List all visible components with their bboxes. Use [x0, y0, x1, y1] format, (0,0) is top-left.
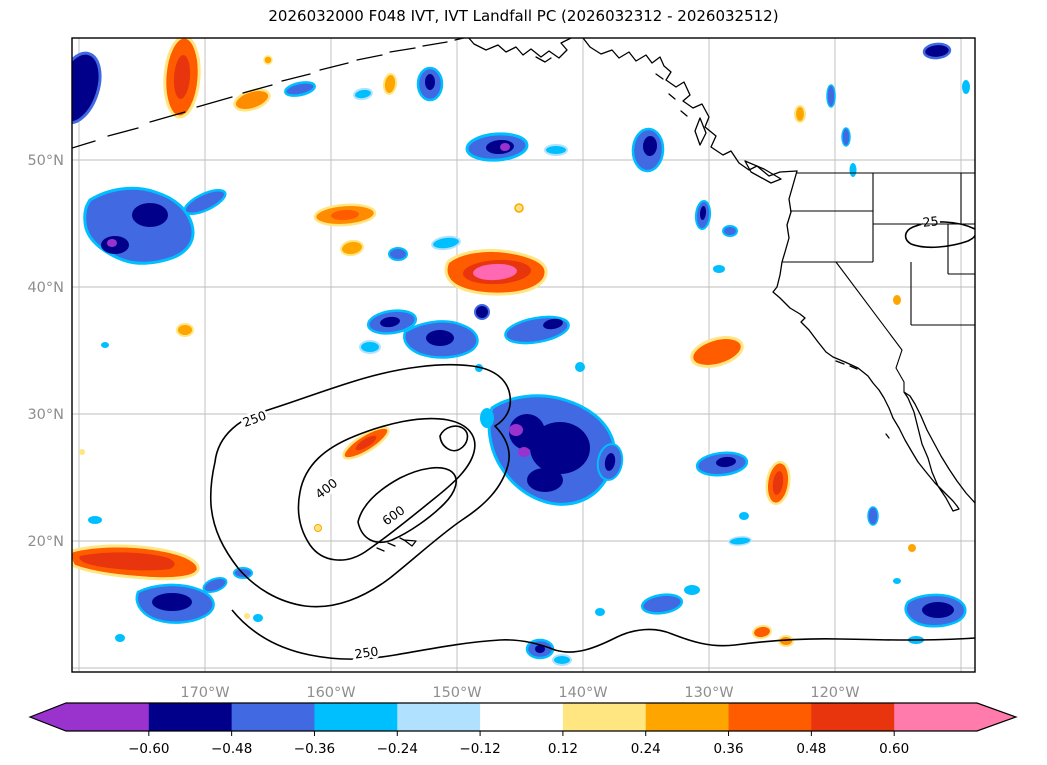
plot-frame — [71, 37, 976, 673]
y-tick-label: 40°N — [27, 280, 64, 296]
colorbar-tick-label: −0.36 — [294, 741, 335, 757]
x-tick-label: 140°W — [558, 685, 607, 701]
colorbar-tick-label: 0.36 — [714, 741, 744, 757]
state-borders — [782, 172, 975, 392]
y-tick-label: 20°N — [27, 534, 64, 550]
colorbar-tick-label: 0.24 — [631, 741, 661, 757]
contour-label: 250 — [354, 643, 380, 661]
x-tick-label: 150°W — [432, 685, 481, 701]
colorbar-tick-label: −0.48 — [211, 741, 252, 757]
colorbar: −0.60 −0.48 −0.36 −0.24 −0.12 0.12 0.24 0.36 0.4… — [28, 702, 1018, 757]
pc-shaded-regions — [72, 38, 970, 666]
colorbar-tick-label: −0.60 — [128, 741, 169, 757]
colorbar-outline — [28, 702, 1018, 732]
coastlines — [72, 38, 975, 552]
colorbar-tick-label: −0.24 — [377, 741, 418, 757]
colorbar-tick-label: 0.48 — [796, 741, 826, 757]
x-tick-label: 170°W — [180, 685, 229, 701]
x-tick-label: 120°W — [810, 685, 859, 701]
y-tick-label: 50°N — [27, 153, 64, 169]
colorbar-tick-label: −0.12 — [459, 741, 500, 757]
colorbar-left-arrow — [30, 703, 66, 731]
colorbar-tick-label: 0.60 — [879, 741, 909, 757]
chart-title: 2026032000 F048 IVT, IVT Landfall PC (20… — [268, 7, 779, 25]
colorbar-right-arrow — [977, 703, 1016, 731]
axis-tick-labels: 170°W 160°W 150°W 140°W 130°W 120°W 50°N 40°N 30… — [27, 153, 859, 701]
contour-label: 25 — [922, 213, 939, 230]
x-tick-label: 130°W — [684, 685, 733, 701]
gridlines — [72, 38, 975, 672]
ivt-contours — [209, 221, 975, 660]
colorbar-tick-label: 0.12 — [548, 741, 578, 757]
contour-label: 250 — [241, 408, 269, 430]
y-tick-label: 30°N — [27, 407, 64, 423]
x-tick-label: 160°W — [306, 685, 355, 701]
contour-label: 400 — [312, 475, 340, 502]
